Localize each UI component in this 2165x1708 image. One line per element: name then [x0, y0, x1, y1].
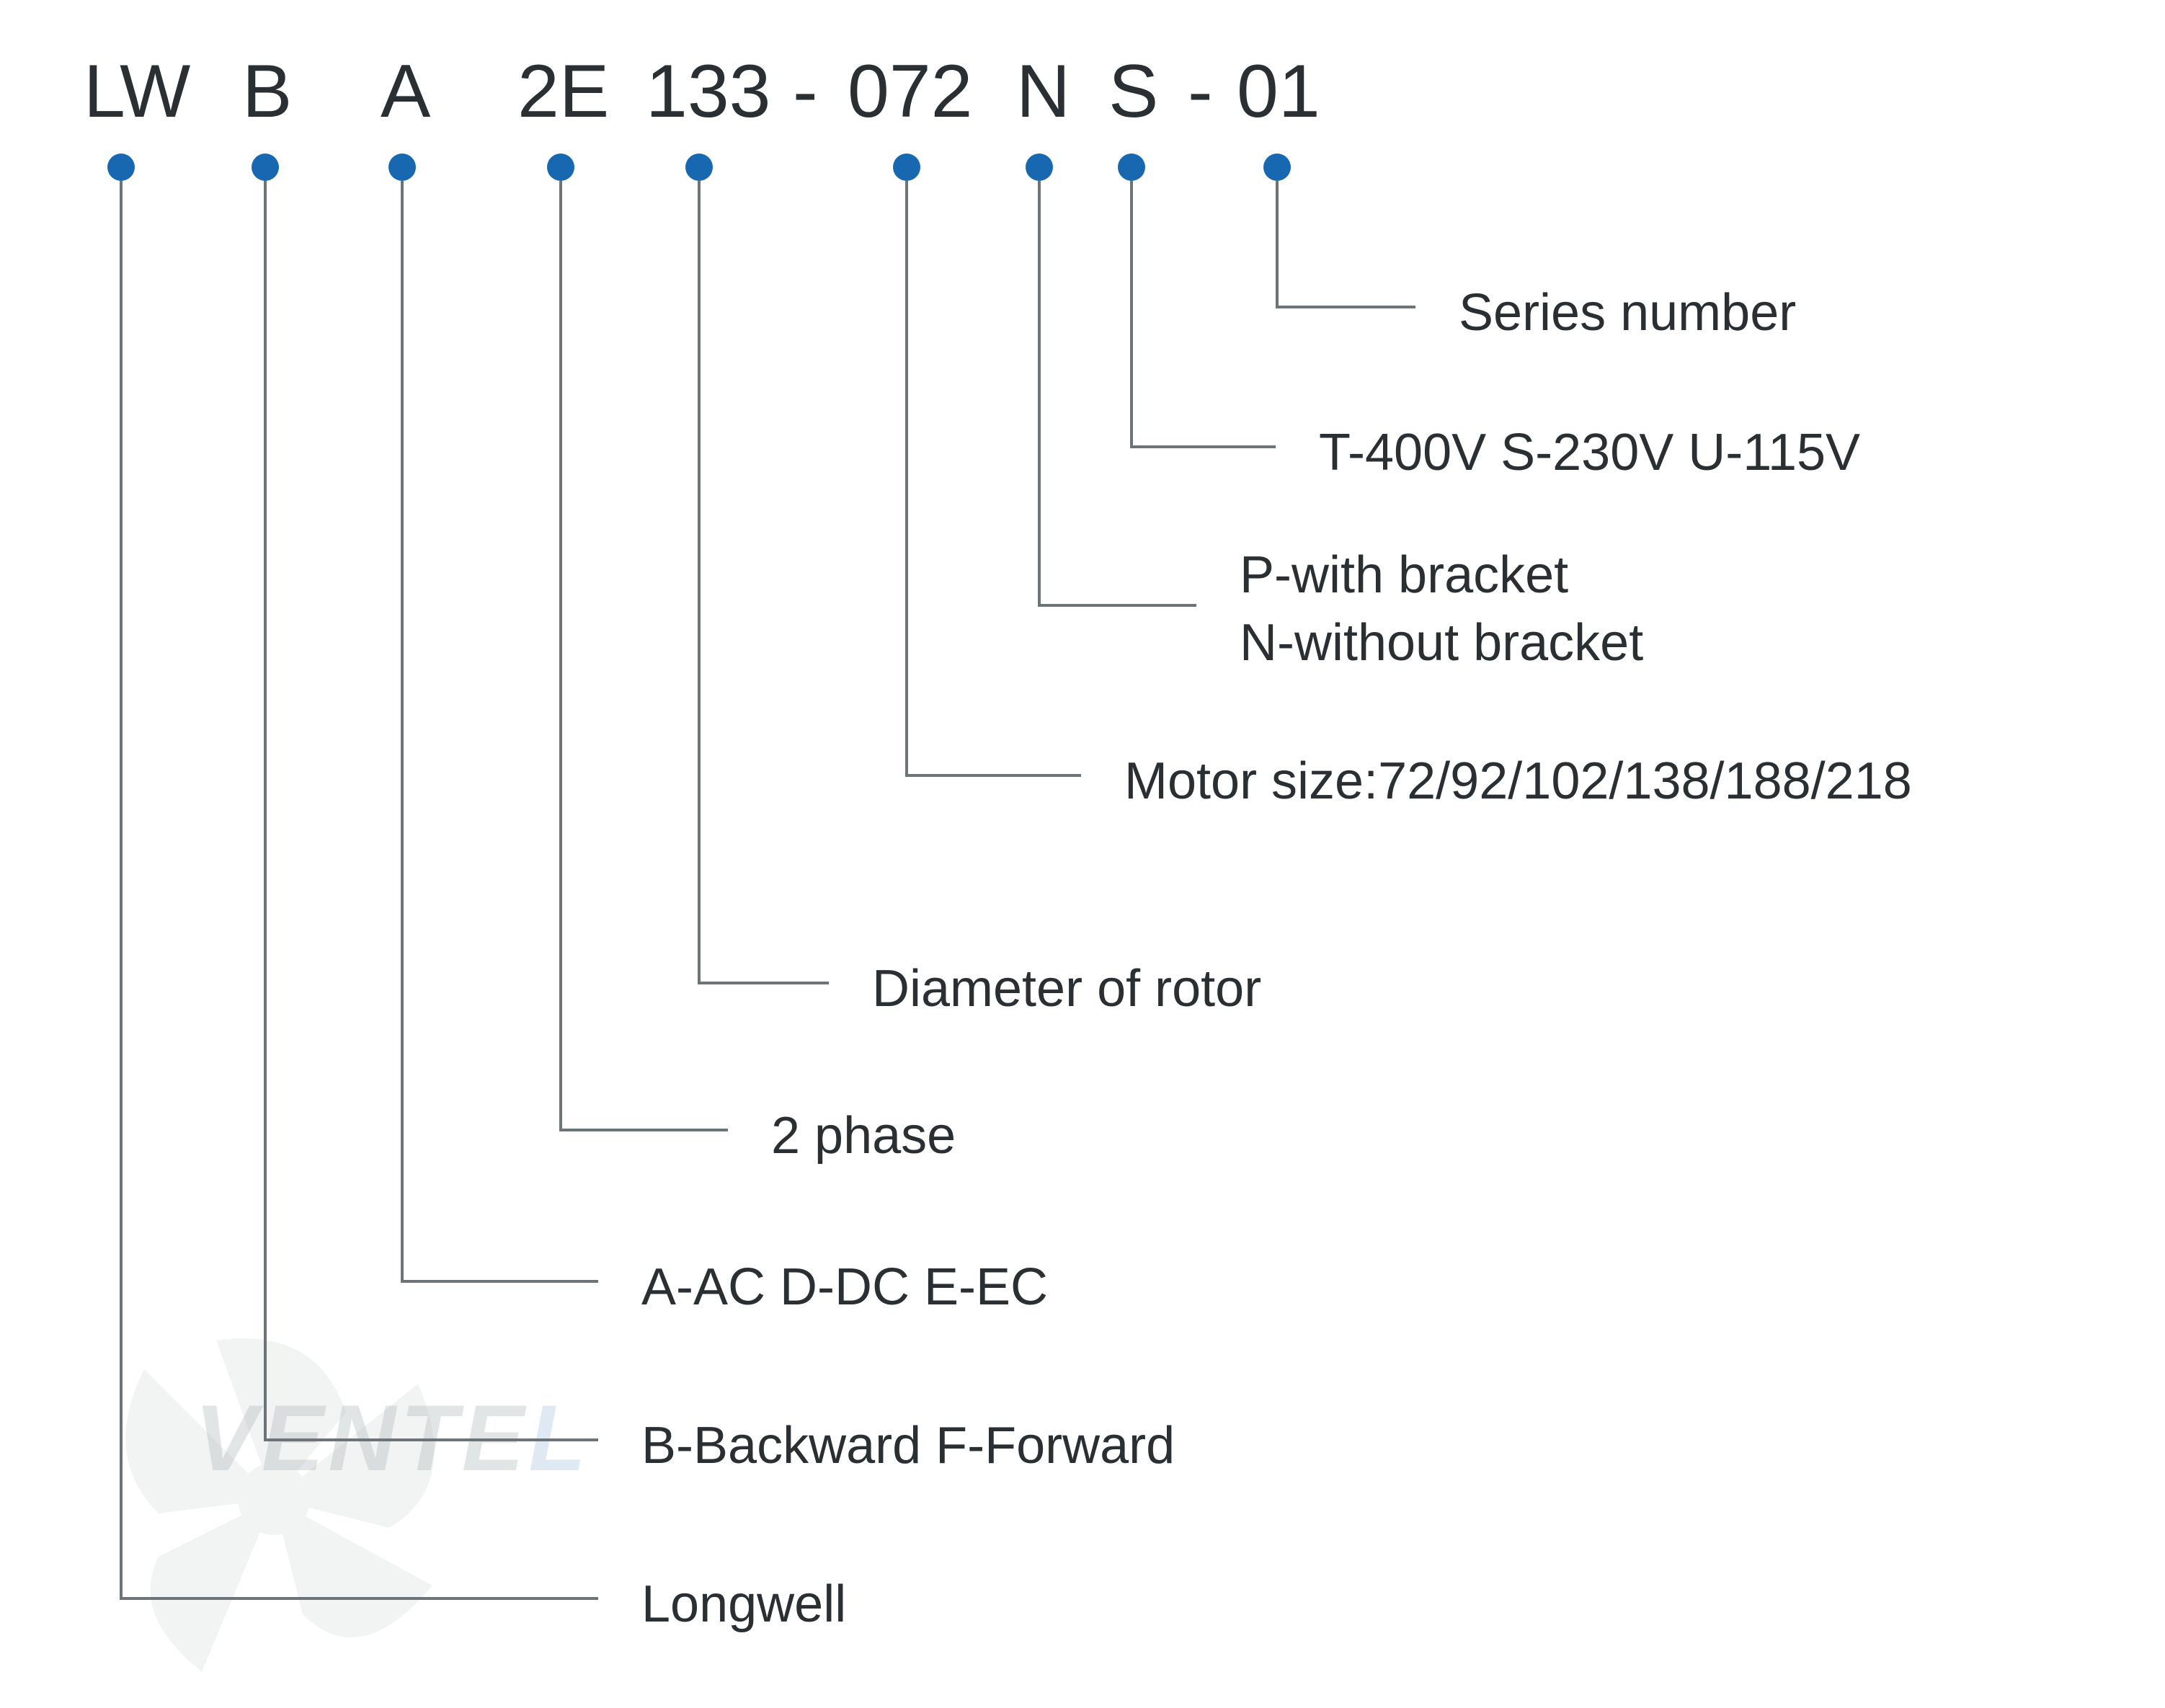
code-part-a: A — [381, 49, 430, 135]
dot-2e — [547, 154, 574, 181]
desc-lw: Longwell — [641, 1571, 846, 1639]
dot-a — [388, 154, 416, 181]
desc-b: B-Backward F-Forward — [641, 1413, 1175, 1480]
code-part-dash2: - — [1188, 49, 1213, 135]
code-part-072: 072 — [848, 49, 973, 135]
code-part-b: B — [242, 49, 292, 135]
desc-a: A-AC D-DC E-EC — [641, 1254, 1048, 1322]
desc-072: Motor size:72/92/102/138/188/218 — [1124, 748, 1912, 816]
code-part-2e: 2E — [517, 49, 609, 135]
desc-01: Series number — [1459, 280, 1796, 347]
code-part-01: 01 — [1237, 49, 1320, 135]
code-part-n: N — [1016, 49, 1070, 135]
dot-072 — [893, 154, 920, 181]
desc-s: T-400V S-230V U-115V — [1319, 419, 1860, 487]
dot-133 — [685, 154, 713, 181]
code-part-s: S — [1108, 49, 1158, 135]
desc-2e: 2 phase — [771, 1103, 956, 1170]
dot-lw — [107, 154, 135, 181]
code-part-dash1: - — [793, 49, 818, 135]
code-part-133: 133 — [646, 49, 771, 135]
desc-n: P-with bracketN-without bracket — [1240, 542, 1643, 677]
dot-b — [252, 154, 279, 181]
dot-n — [1026, 154, 1053, 181]
watermark-text: VENTEL — [195, 1384, 590, 1492]
watermark-fan-icon — [58, 1312, 504, 1690]
dot-01 — [1263, 154, 1291, 181]
code-part-lw: LW — [84, 49, 190, 135]
desc-133: Diameter of rotor — [872, 956, 1261, 1023]
dot-s — [1118, 154, 1145, 181]
